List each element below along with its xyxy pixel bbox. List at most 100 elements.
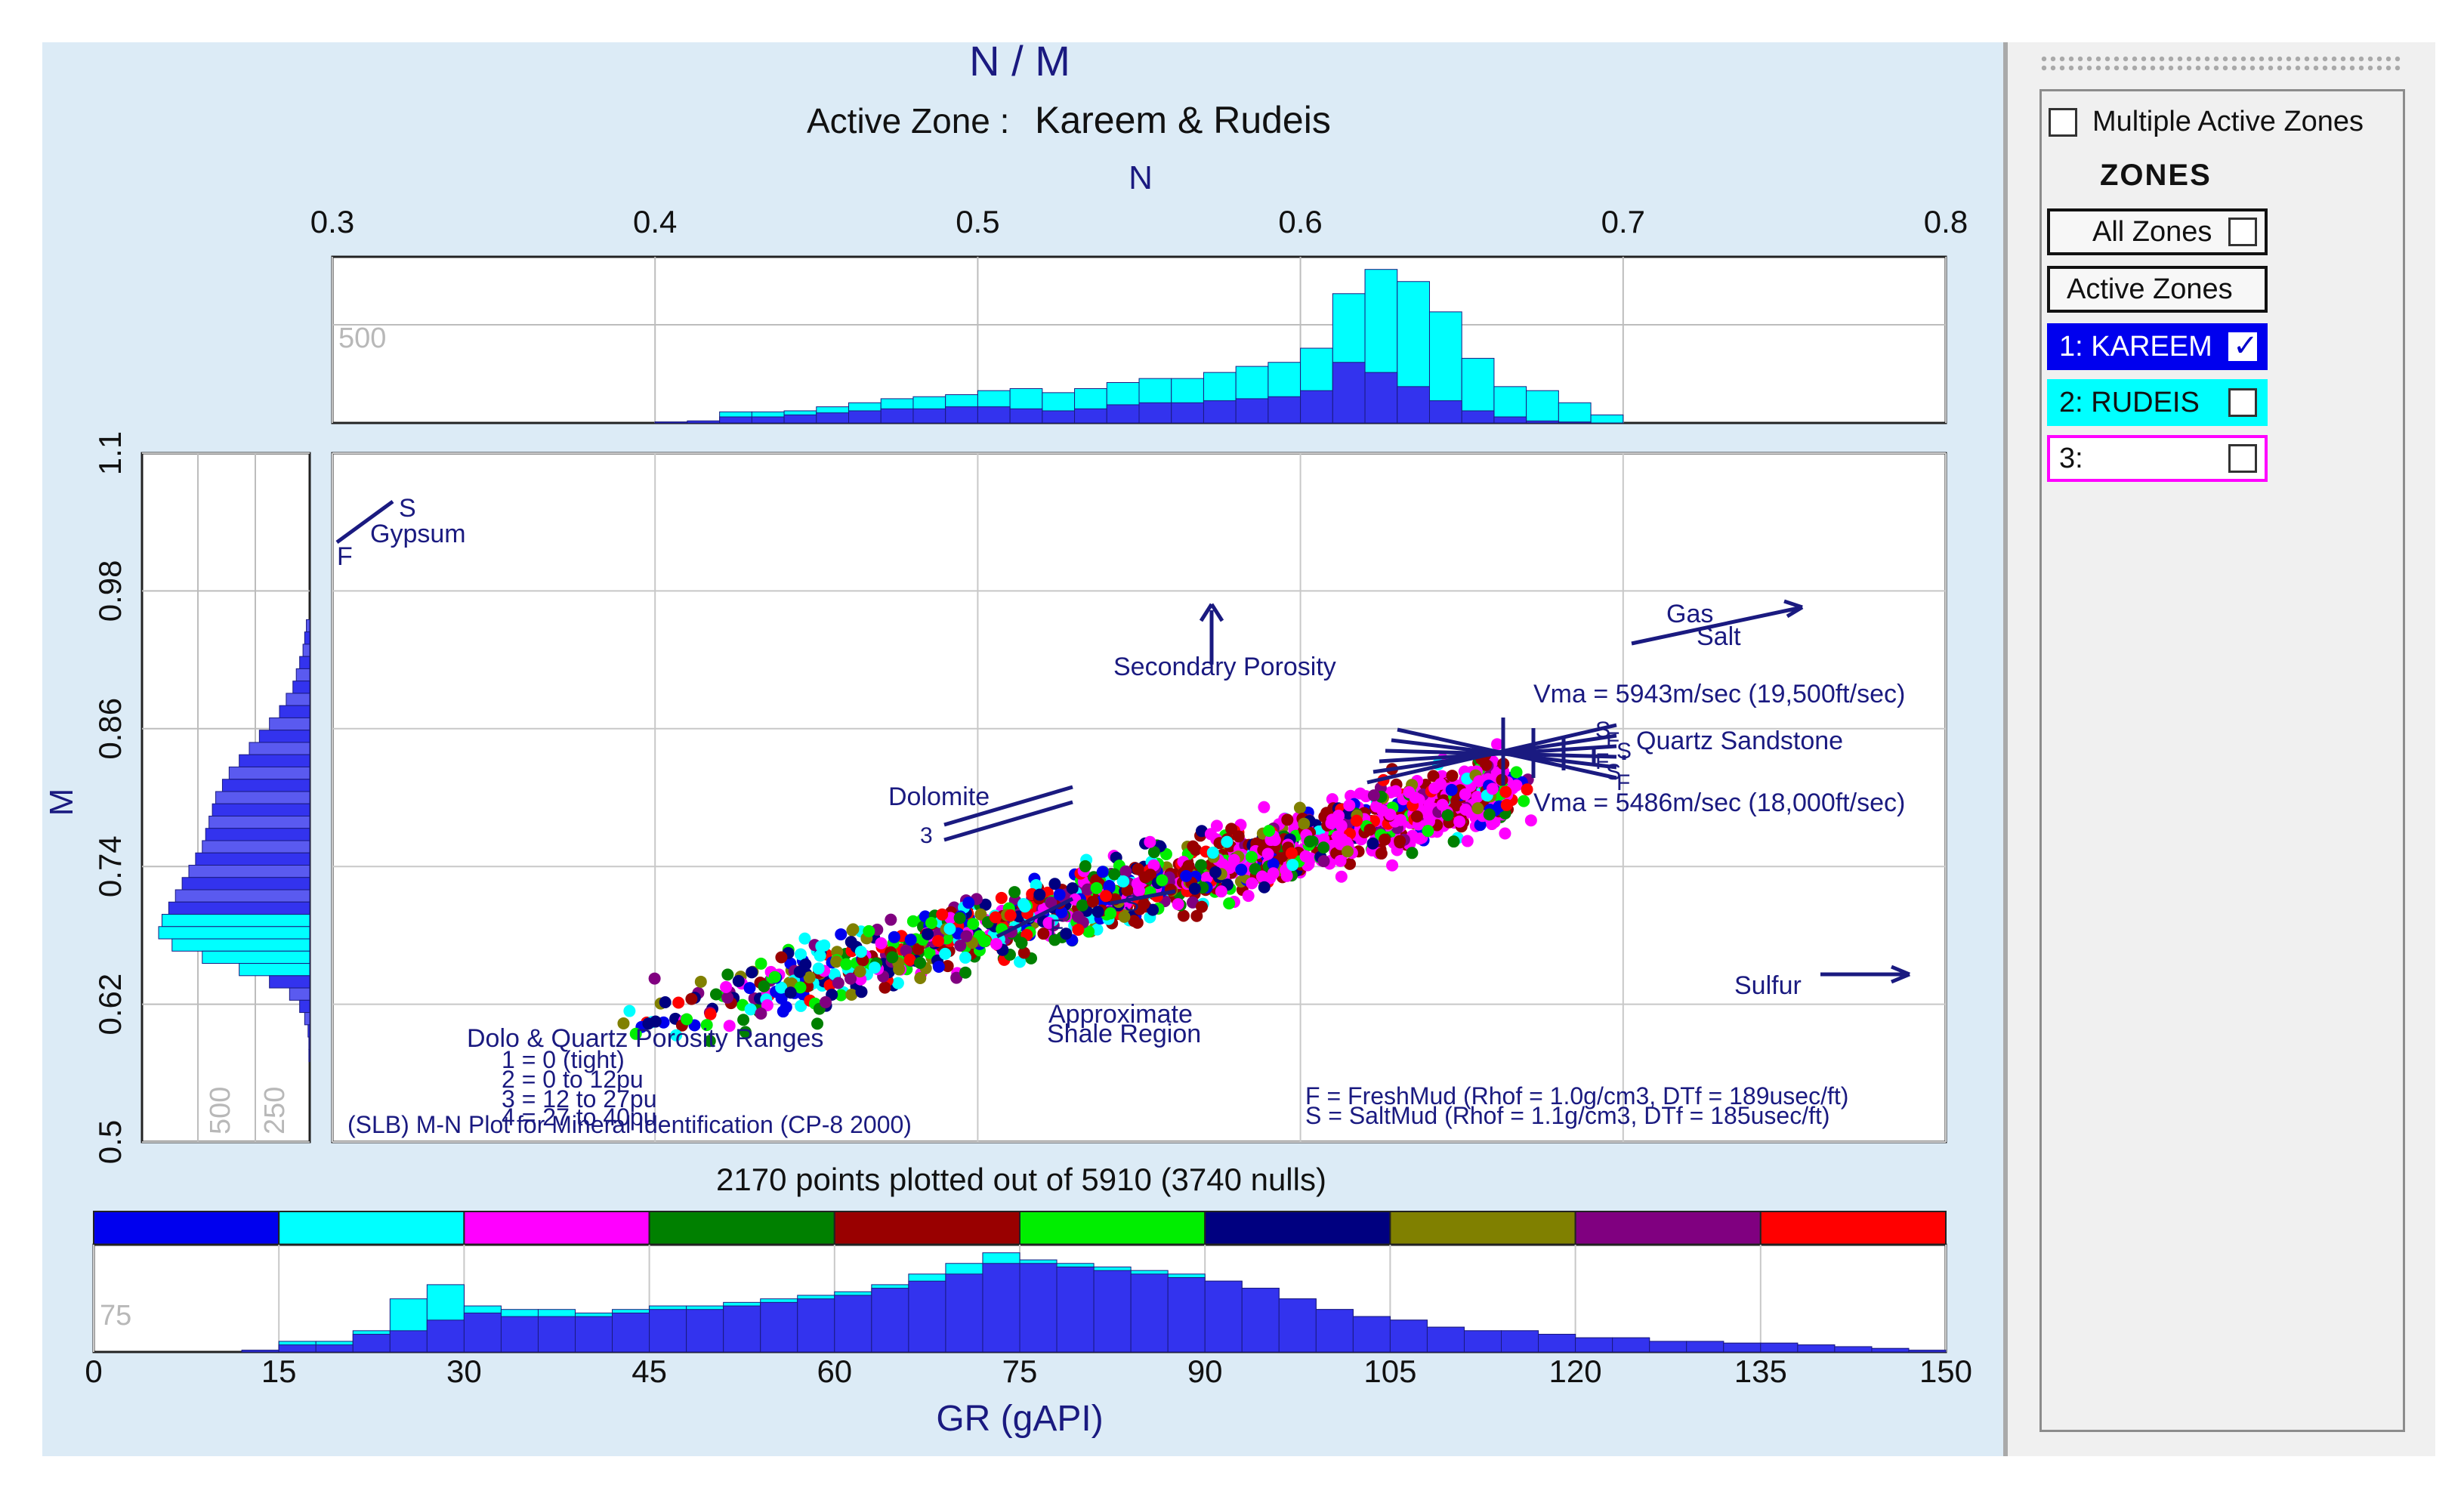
gr-bar-kareem: [500, 1316, 539, 1353]
gr-bar-kareem: [871, 1288, 909, 1353]
data-point: [761, 998, 773, 1011]
m-hist-bar: [174, 889, 310, 903]
n-hist-bar-kareem: [848, 410, 882, 424]
active-zones-button[interactable]: Active Zones: [2047, 266, 2268, 313]
zone-kareem-label: 1: KAREEM: [2059, 330, 2212, 363]
data-point: [1015, 937, 1028, 949]
data-point: [1060, 927, 1073, 940]
data-point: [1335, 870, 1348, 883]
porosity-range-4: 4 = 27 to 40pu: [502, 1103, 657, 1131]
data-point: [1188, 882, 1201, 895]
m-hist-bar: [181, 877, 310, 890]
zone-rudeis-button[interactable]: 2: RUDEIS: [2047, 379, 2268, 426]
n-hist-bar-kareem: [1526, 420, 1559, 424]
data-point: [623, 1005, 636, 1017]
data-point: [854, 965, 866, 978]
data-point: [1281, 813, 1294, 826]
data-point: [888, 931, 900, 943]
data-point: [1133, 903, 1146, 915]
n-hist-bar-kareem: [1397, 386, 1430, 424]
zone-rudeis-checkbox[interactable]: [2228, 388, 2257, 417]
n-hist-bar-kareem: [751, 416, 785, 424]
data-point: [1092, 906, 1104, 918]
data-point: [1200, 872, 1213, 884]
sidebar-grip[interactable]: [2039, 54, 2402, 71]
m-hist-bar: [286, 693, 310, 706]
m-hist-bar: [249, 742, 310, 755]
data-point: [830, 955, 843, 968]
n-hist-bar-kareem: [1428, 400, 1462, 424]
data-point: [1242, 890, 1255, 903]
data-point: [1147, 846, 1160, 859]
data-point: [1086, 895, 1099, 908]
data-point: [794, 948, 807, 961]
gr-bar-kareem: [1723, 1342, 1762, 1353]
data-point: [1216, 858, 1229, 871]
m-hist-bar: [188, 865, 310, 878]
data-point: [1394, 835, 1406, 847]
gr-bar-kareem: [1686, 1341, 1724, 1353]
m-hist-bar: [239, 963, 310, 977]
all-zones-button[interactable]: All Zones: [2047, 208, 2268, 255]
data-point: [1453, 815, 1466, 828]
data-point: [818, 939, 831, 952]
n-hist-bar-kareem: [1042, 410, 1076, 424]
data-point: [1082, 925, 1095, 938]
data-point: [1245, 850, 1258, 863]
data-point: [1293, 801, 1306, 814]
gr-tick-label: 60: [817, 1353, 852, 1389]
m-hist-bar: [202, 840, 310, 853]
data-point: [979, 898, 992, 911]
zone-kareem-button[interactable]: 1: KAREEM: [2047, 323, 2268, 370]
data-point: [814, 949, 826, 962]
gr-bar-kareem: [315, 1344, 354, 1353]
data-point: [1299, 850, 1312, 863]
gr-color-band: [1759, 1211, 1947, 1245]
multiple-zones-row[interactable]: Multiple Active Zones: [2049, 106, 2364, 138]
multiple-zones-checkbox[interactable]: [2049, 107, 2077, 137]
m-hist-bar: [258, 730, 310, 743]
data-point: [1156, 874, 1169, 887]
gypsum-s-marker: S: [399, 494, 416, 523]
data-point: [1436, 798, 1449, 811]
arrow-head: [1891, 972, 1910, 984]
n-hist-bar-kareem: [1300, 390, 1333, 424]
gr-tick-label: 150: [1919, 1353, 1972, 1389]
porosity-range-1: 1 = 0 (tight): [502, 1046, 625, 1073]
data-point: [1459, 804, 1472, 816]
n-hist-bar-kareem: [1235, 398, 1269, 424]
gas-arrow: [1631, 605, 1803, 646]
data-point: [1246, 877, 1258, 890]
all-zones-checkbox[interactable]: [2228, 218, 2257, 246]
data-point: [1394, 813, 1407, 826]
zone-3-label: 3:: [2059, 442, 2083, 474]
zone-kareem-checkbox[interactable]: [2228, 329, 2259, 363]
fresh-mud-note: F = FreshMud (Rhof = 1.0g/cm3, DTf = 189…: [1305, 1082, 1848, 1110]
data-point: [755, 957, 767, 970]
m-hist-bar: [221, 779, 310, 792]
gr-color-band: [93, 1211, 280, 1245]
zone-3-checkbox[interactable]: [2228, 444, 2257, 473]
arrow-head: [1786, 605, 1804, 619]
n-hist-bar-kareem: [719, 416, 752, 424]
fresh-salt-marker: F: [1616, 770, 1630, 795]
data-point: [832, 977, 844, 989]
data-point: [939, 947, 952, 960]
gr-color-band: [833, 1211, 1021, 1245]
data-point: [721, 968, 734, 981]
m-hist-bar: [228, 766, 310, 780]
gas-label: Gas: [1666, 600, 1713, 628]
zone-3-button[interactable]: 3:: [2047, 435, 2268, 482]
data-point: [1209, 866, 1222, 878]
data-point: [845, 988, 858, 1001]
data-point: [659, 995, 672, 1008]
data-point: [950, 971, 963, 984]
m-hist-bar: [171, 938, 310, 952]
points-summary: 2170 points plotted out of 5910 (3740 nu…: [716, 1162, 1326, 1197]
data-point: [1334, 854, 1347, 867]
n-tick-label: 0.8: [1924, 204, 1968, 239]
data-point: [835, 928, 848, 941]
n-hist-bar-kareem: [1106, 404, 1140, 424]
gr-bar-kareem: [278, 1344, 316, 1353]
